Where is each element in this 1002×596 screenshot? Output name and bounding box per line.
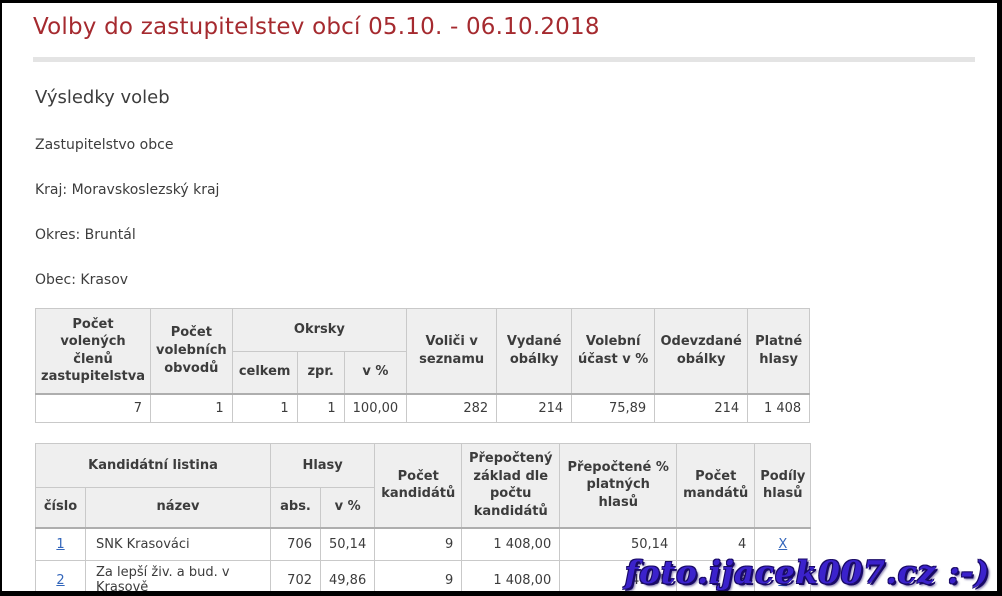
col-header-okrsky-pct: v %	[343, 351, 408, 394]
col-header-platne: Platné hlasy	[747, 308, 811, 394]
cell-okrsky-pct: 100,00	[343, 393, 408, 423]
vote-shares-link[interactable]: X	[778, 572, 788, 588]
col-header-cislo: číslo	[35, 487, 86, 528]
col-header-nazev: název	[85, 487, 271, 528]
summary-table: Počet volených členů zastupitelstva Poče…	[35, 308, 811, 423]
page-title: Volby do zastupitelstev obcí 05.10. - 06…	[33, 14, 600, 40]
cell-pocet-obvodu: 1	[150, 393, 233, 423]
cell-prepoctene-pct: 49,85	[559, 560, 678, 591]
col-header-pct: v %	[319, 487, 376, 528]
cell-prepocteny-zaklad: 1 408,00	[461, 527, 561, 561]
cell-podily: X	[754, 527, 812, 561]
cell-pct: 50,14	[319, 527, 376, 561]
col-header-volici: Voliči v seznamu	[406, 308, 498, 394]
col-header-okrsky-zpr: zpr.	[296, 351, 345, 394]
obec-line: Obec: Krasov	[35, 272, 129, 288]
cell-nazev: SNK Krasováci	[85, 527, 271, 561]
cell-platne: 1 408	[747, 393, 811, 423]
result-row: 2 Za lepší živ. a bud. v Krasově 702 49,…	[35, 560, 812, 591]
party-number-link[interactable]: 2	[56, 572, 65, 588]
cell-nazev: Za lepší živ. a bud. v Krasově	[85, 560, 271, 591]
kraj-line: Kraj: Moravskoslezský kraj	[35, 182, 220, 198]
result-row: 1 SNK Krasováci 706 50,14 9 1 408,00 50,…	[35, 527, 812, 561]
cell-podily: X	[754, 560, 812, 591]
col-header-ucast: Volební účast v %	[571, 308, 656, 394]
col-header-podily-hlasu: Podíly hlasů	[754, 443, 812, 528]
col-header-pocet-volenych: Počet volených členů zastupitelstva	[35, 308, 151, 394]
results-heading: Výsledky voleb	[35, 87, 170, 108]
col-header-kandidatni-listina: Kandidátní listina	[35, 443, 271, 488]
col-header-pocet-mandatu: Počet mandátů	[676, 443, 756, 528]
col-header-vydane: Vydané obálky	[496, 308, 573, 394]
cell-pocet-kandidatu: 9	[374, 527, 463, 561]
cell-okrsky-zpr: 1	[296, 393, 345, 423]
summary-row: 7 1 1 1 100,00 282 214 75,89 214 1 408	[35, 393, 811, 423]
photo-watermark: foto.ijacek007.cz :-)	[624, 555, 990, 591]
cell-odevzdane: 214	[654, 393, 749, 423]
okres-line: Okres: Bruntál	[35, 227, 136, 243]
cell-pocet-volenych: 7	[35, 393, 151, 423]
main-content: Volby do zastupitelstev obcí 05.10. - 06…	[2, 3, 997, 591]
cell-pocet-mandatu: 4	[676, 527, 756, 561]
cell-prepocteny-zaklad: 1 408,00	[461, 560, 561, 591]
cell-cislo: 1	[35, 527, 86, 561]
col-header-odevzdane: Odevzdané obálky	[654, 308, 749, 394]
title-divider	[33, 57, 975, 62]
col-header-prepocteny-zaklad: Přepočtený základ dle počtu kandidátů	[461, 443, 561, 528]
col-header-pocet-obvodu: Počet volebních obvodů	[150, 308, 233, 394]
cell-pocet-mandatu: 3	[676, 560, 756, 591]
cell-abs: 706	[270, 527, 321, 561]
col-header-prepoctene-pct: Přepočtené % platných hlasů	[559, 443, 678, 528]
col-header-hlasy: Hlasy	[269, 443, 376, 488]
party-number-link[interactable]: 1	[56, 536, 65, 552]
cell-pct: 49,86	[319, 560, 376, 591]
col-header-okrsky-celkem: celkem	[231, 351, 298, 394]
cell-pocet-kandidatu: 9	[374, 560, 463, 591]
cell-okrsky-celkem: 1	[231, 393, 298, 423]
cell-ucast: 75,89	[571, 393, 656, 423]
cell-volici: 282	[406, 393, 498, 423]
body-name-line: Zastupitelstvo obce	[35, 137, 174, 153]
cell-prepoctene-pct: 50,14	[559, 527, 678, 561]
vote-shares-link[interactable]: X	[778, 536, 788, 552]
cell-abs: 702	[270, 560, 321, 591]
col-header-okrsky: Okrsky	[231, 308, 408, 352]
col-header-abs: abs.	[270, 487, 321, 528]
results-table: Kandidátní listina Hlasy Počet kandidátů…	[35, 443, 812, 591]
col-header-pocet-kandidatu: Počet kandidátů	[374, 443, 463, 528]
cell-cislo: 2	[35, 560, 86, 591]
cell-vydane: 214	[496, 393, 573, 423]
